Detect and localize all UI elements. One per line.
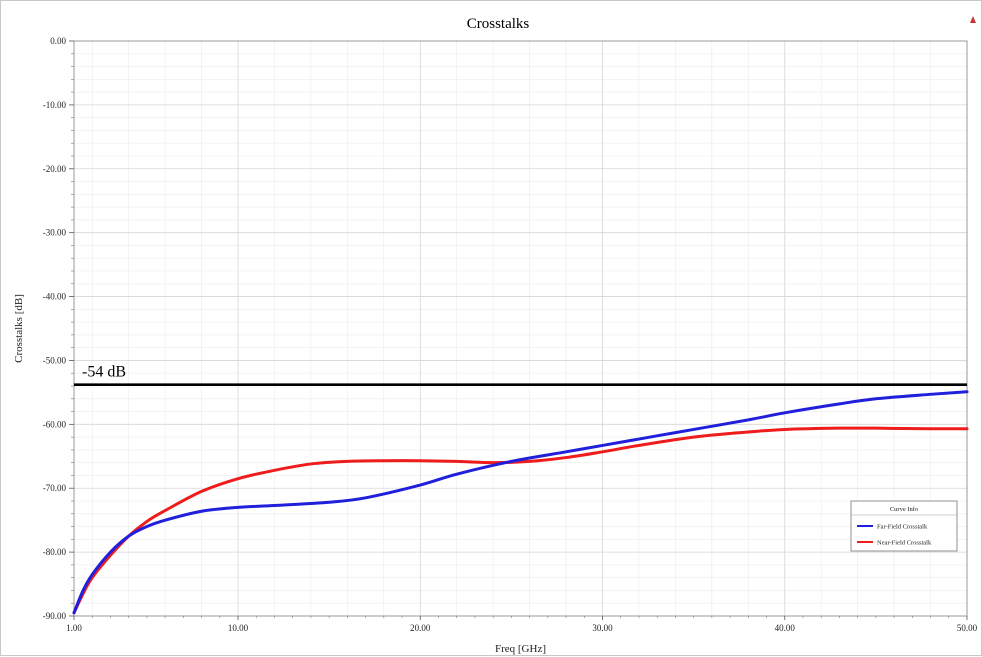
- y-axis: 0.00 -10.00 -20.00 -30.00 -40.00 -50.00 -60.00…: [43, 36, 74, 621]
- x-tick-label: 20.00: [410, 623, 431, 633]
- reference-line-label: -54 dB: [82, 364, 126, 381]
- x-tick-label: 50.00: [957, 623, 978, 633]
- y-tick-label: -70.00: [43, 483, 67, 493]
- legend-title: Curve Info: [890, 506, 918, 513]
- grid: [73, 40, 968, 617]
- plot-area: [73, 40, 968, 617]
- x-tick-label: 1.00: [66, 623, 82, 633]
- legend-items: Far-Field Crosstalk Near-Field Crosstalk: [857, 524, 932, 547]
- y-axis-title: Crosstalks [dB]: [13, 294, 25, 363]
- legend[interactable]: Curve Info Far-Field Crosstalk Near-Field…: [850, 500, 958, 552]
- legend-entry: Near-Field Crosstalk: [877, 540, 932, 547]
- y-tick-label: -20.00: [43, 164, 67, 174]
- chart-title: Crosstalks: [467, 16, 530, 32]
- y-tick-label: -90.00: [43, 611, 67, 621]
- series-line-far-field-crosstalk: [72, 390, 969, 615]
- legend-entry: Far-Field Crosstalk: [877, 524, 928, 531]
- collapse-arrow-icon[interactable]: [970, 16, 976, 23]
- y-tick-label: -10.00: [43, 100, 67, 110]
- y-tick-label: -50.00: [43, 355, 67, 365]
- x-axis-title: Freq [GHz]: [495, 643, 546, 655]
- x-tick-label: 10.00: [228, 623, 249, 633]
- y-tick-label: -40.00: [43, 292, 67, 302]
- y-tick-label: -30.00: [43, 228, 67, 238]
- x-tick-label: 30.00: [592, 623, 613, 633]
- x-axis: 1.00 10.00 20.00 30.00 40.00 50.00: [66, 616, 978, 633]
- y-tick-label: -80.00: [43, 547, 67, 557]
- x-tick-label: 40.00: [775, 623, 796, 633]
- y-tick-label: 0.00: [50, 36, 66, 46]
- series-lines: [72, 390, 969, 615]
- series-line-near-field-crosstalk: [72, 426, 969, 615]
- y-tick-label: -60.00: [43, 419, 67, 429]
